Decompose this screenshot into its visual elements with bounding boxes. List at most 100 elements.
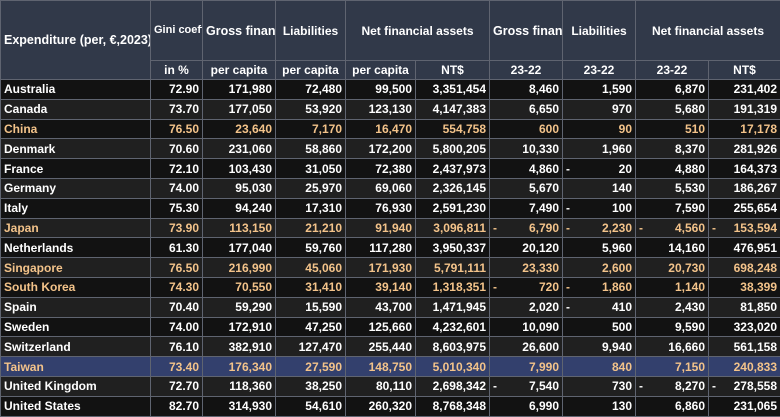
value-cell: -6,790 xyxy=(490,218,563,238)
value-cell: 5,530 xyxy=(636,178,709,198)
value-cell: -1,860 xyxy=(563,277,636,297)
value-cell: 26,600 xyxy=(490,337,563,357)
value-cell: 148,750 xyxy=(346,357,416,377)
country-name: United States xyxy=(1,396,151,416)
value-cell: 90 xyxy=(563,119,636,139)
value-cell: 95,030 xyxy=(203,178,276,198)
value-cell: 5,010,340 xyxy=(416,357,490,377)
header-net-financial-assets: Net financial assets xyxy=(346,1,490,61)
value-cell: 260,320 xyxy=(346,396,416,416)
value-cell: 8,768,348 xyxy=(416,396,490,416)
value-cell: 7,590 xyxy=(636,198,709,218)
value-cell: 80,110 xyxy=(346,376,416,396)
value-cell: 2,326,145 xyxy=(416,178,490,198)
value-cell: 5,800,205 xyxy=(416,139,490,159)
value-cell: 70.60 xyxy=(151,139,203,159)
country-name: France xyxy=(1,159,151,179)
header-gini: Gini coefficient of wealth distribution xyxy=(151,1,203,61)
value-cell: 117,280 xyxy=(346,238,416,258)
value-cell: 5,960 xyxy=(563,238,636,258)
value-cell: 8,460 xyxy=(490,80,563,100)
value-cell: 191,319 xyxy=(709,99,780,119)
value-cell: 7,150 xyxy=(636,357,709,377)
value-cell: 31,050 xyxy=(276,159,346,179)
value-cell: 17,178 xyxy=(709,119,780,139)
value-cell: 127,470 xyxy=(276,337,346,357)
value-cell: 72,380 xyxy=(346,159,416,179)
value-cell: 20,730 xyxy=(636,258,709,278)
value-cell: 2,698,342 xyxy=(416,376,490,396)
value-cell: 216,990 xyxy=(203,258,276,278)
value-cell: 3,950,337 xyxy=(416,238,490,258)
value-cell: 1,140 xyxy=(636,277,709,297)
value-cell: 6,860 xyxy=(636,396,709,416)
value-cell: 76,930 xyxy=(346,198,416,218)
value-cell: 125,660 xyxy=(346,317,416,337)
header-gross-financial-assets: Gross financial assets xyxy=(203,1,276,61)
value-cell: 255,654 xyxy=(709,198,780,218)
value-cell: 1,318,351 xyxy=(416,277,490,297)
value-cell: 231,065 xyxy=(709,396,780,416)
value-cell: 54,610 xyxy=(276,396,346,416)
country-name: Taiwan xyxy=(1,357,151,377)
value-cell: 231,402 xyxy=(709,80,780,100)
value-cell: 43,700 xyxy=(346,297,416,317)
value-cell: 25,970 xyxy=(276,178,346,198)
country-name: Canada xyxy=(1,99,151,119)
value-cell: 45,060 xyxy=(276,258,346,278)
value-cell: 9,590 xyxy=(636,317,709,337)
country-name: Sweden xyxy=(1,317,151,337)
value-cell: 74.00 xyxy=(151,178,203,198)
value-cell: 5,670 xyxy=(490,178,563,198)
value-cell: 7,490 xyxy=(490,198,563,218)
value-cell: 2,600 xyxy=(563,258,636,278)
value-cell: 7,990 xyxy=(490,357,563,377)
value-cell: 970 xyxy=(563,99,636,119)
value-cell: -278,558 xyxy=(709,376,780,396)
value-cell: 8,603,975 xyxy=(416,337,490,357)
value-cell: 82.70 xyxy=(151,396,203,416)
value-cell: 314,930 xyxy=(203,396,276,416)
value-cell: 59,760 xyxy=(276,238,346,258)
country-name: China xyxy=(1,119,151,139)
value-cell: 240,833 xyxy=(709,357,780,377)
value-cell: 94,240 xyxy=(203,198,276,218)
value-cell: 38,399 xyxy=(709,277,780,297)
value-cell: 2,020 xyxy=(490,297,563,317)
value-cell: -720 xyxy=(490,277,563,297)
value-cell: 70,550 xyxy=(203,277,276,297)
value-cell: 2,437,973 xyxy=(416,159,490,179)
header-expenditure: Expenditure (per, €,2023) xyxy=(1,1,151,80)
value-cell: 72.70 xyxy=(151,376,203,396)
value-cell: 31,410 xyxy=(276,277,346,297)
unit-cell: NT$ xyxy=(709,61,780,80)
value-cell: 5,680 xyxy=(636,99,709,119)
country-name: Japan xyxy=(1,218,151,238)
value-cell: -153,594 xyxy=(709,218,780,238)
value-cell: 698,248 xyxy=(709,258,780,278)
value-cell: 500 xyxy=(563,317,636,337)
country-name: Australia xyxy=(1,80,151,100)
value-cell: 14,160 xyxy=(636,238,709,258)
unit-cell: per capita xyxy=(276,61,346,80)
value-cell: 281,926 xyxy=(709,139,780,159)
value-cell: 123,130 xyxy=(346,99,416,119)
value-cell: 118,360 xyxy=(203,376,276,396)
value-cell: 75.30 xyxy=(151,198,203,218)
country-name: Singapore xyxy=(1,258,151,278)
value-cell: 382,910 xyxy=(203,337,276,357)
value-cell: 4,860 xyxy=(490,159,563,179)
country-name: United Kingdom xyxy=(1,376,151,396)
value-cell: 172,200 xyxy=(346,139,416,159)
value-cell: 39,140 xyxy=(346,277,416,297)
value-cell: -20 xyxy=(563,159,636,179)
value-cell: 840 xyxy=(563,357,636,377)
